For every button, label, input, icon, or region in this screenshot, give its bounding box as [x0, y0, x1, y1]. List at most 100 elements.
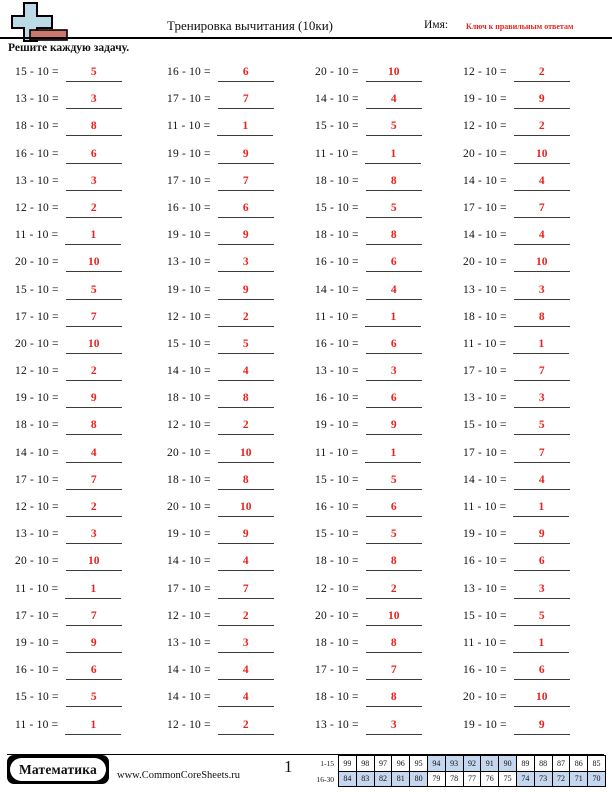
problem: 15 - 10 = 5 — [315, 470, 463, 497]
answer-blank: 8 — [65, 120, 122, 137]
score-cell: 70 — [587, 770, 606, 787]
problem: 16 - 10 = 6 — [315, 388, 463, 415]
problem: 17 - 10 = 7 — [167, 579, 315, 606]
website-url: www.CommonCoreSheets.ru — [117, 770, 240, 781]
answer-blank: 6 — [217, 202, 274, 218]
problem: 19 - 10 = 9 — [15, 633, 167, 660]
answer-blank: 8 — [365, 175, 422, 191]
brand-label: Математика — [10, 758, 106, 781]
score-cell: 74 — [515, 770, 535, 787]
problem: 16 - 10 = 6 — [15, 144, 167, 171]
answer-blank: 6 — [365, 501, 422, 517]
problem-expression: 18 - 10 = — [315, 174, 359, 187]
problem: 15 - 10 = 5 — [315, 198, 463, 225]
problem: 14 - 10 = 4 — [167, 660, 315, 687]
problem-expression: 17 - 10 = — [463, 201, 507, 214]
problem-expression: 14 - 10 = — [463, 229, 507, 242]
score-cell: 76 — [480, 770, 500, 787]
problem-expression: 13 - 10 = — [315, 365, 359, 378]
answer-blank: 2 — [65, 501, 122, 517]
problem-expression: 16 - 10 = — [315, 392, 359, 405]
problem-expression: 17 - 10 = — [167, 174, 211, 187]
score-cell: 83 — [355, 770, 375, 787]
problem: 20 - 10 = 10 — [15, 252, 167, 279]
problem: 11 - 10 = 1 — [15, 225, 167, 252]
answer-blank: 10 — [513, 148, 570, 164]
problem: 17 - 10 = 7 — [167, 171, 315, 198]
problem-expression: 14 - 10 = — [167, 664, 211, 677]
problem: 18 - 10 = 8 — [315, 225, 463, 252]
problem: 18 - 10 = 8 — [315, 551, 463, 578]
problem-expression: 17 - 10 = — [15, 609, 59, 622]
problem: 15 - 10 = 5 — [463, 606, 612, 633]
problem: 19 - 10 = 9 — [15, 388, 167, 415]
answer-blank: 6 — [365, 338, 422, 354]
answer-blank: 9 — [217, 148, 274, 164]
score-cell: 80 — [409, 770, 428, 787]
problem-expression: 12 - 10 = — [167, 718, 211, 731]
problem: 18 - 10 = 8 — [315, 687, 463, 714]
problem: 13 - 10 = 3 — [463, 280, 612, 307]
answer-blank: 1 — [365, 311, 422, 327]
answer-blank: 10 — [65, 555, 122, 572]
problem-expression: 18 - 10 = — [167, 473, 211, 486]
answer-blank: 3 — [217, 256, 274, 273]
problem-expression: 16 - 10 = — [315, 337, 359, 350]
answer-blank: 5 — [65, 66, 122, 82]
answer-blank: 1 — [65, 229, 122, 246]
problem-expression: 20 - 10 = — [315, 66, 359, 78]
problem: 17 - 10 = 7 — [315, 660, 463, 687]
score-cell: 99 — [338, 755, 357, 772]
problem-expression: 17 - 10 = — [463, 365, 507, 378]
problem: 15 - 10 = 5 — [315, 116, 463, 143]
problem: 12 - 10 = 2 — [167, 415, 315, 442]
score-cell: 93 — [444, 755, 464, 772]
answer-blank: 6 — [365, 392, 422, 409]
problem: 11 - 10 = 1 — [463, 633, 612, 660]
problem: 14 - 10 = 4 — [15, 443, 167, 470]
problem-expression: 13 - 10 = — [15, 93, 59, 106]
score-cell: 89 — [515, 755, 535, 772]
problem: 16 - 10 = 6 — [315, 252, 463, 279]
problem-expression: 15 - 10 = — [15, 691, 59, 704]
problem: 17 - 10 = 7 — [463, 443, 612, 470]
problem-expression: 19 - 10 = — [167, 528, 211, 541]
answer-blank: 4 — [513, 175, 570, 191]
problem: 19 - 10 = 9 — [167, 524, 315, 551]
answer-blank: 7 — [217, 583, 274, 599]
answer-blank: 5 — [65, 691, 122, 708]
problem: 14 - 10 = 4 — [463, 225, 612, 252]
score-cell: 92 — [462, 755, 482, 772]
problem: 18 - 10 = 8 — [315, 171, 463, 198]
problem-expression: 17 - 10 = — [463, 446, 507, 459]
problem: 20 - 10 = 10 — [167, 497, 315, 524]
problem-expression: 12 - 10 = — [167, 419, 211, 432]
answer-blank: 3 — [365, 719, 422, 735]
page-title: Тренировка вычитания (10ки) — [167, 18, 333, 33]
answer-blank: 6 — [513, 555, 570, 572]
score-cell: 97 — [373, 755, 393, 772]
problem-expression: 11 - 10 = — [463, 636, 507, 649]
answer-blank: 6 — [513, 664, 570, 681]
problem-expression: 19 - 10 = — [463, 528, 507, 541]
problem-expression: 11 - 10 = — [15, 718, 59, 731]
score-range-label-top: 1-15 — [320, 759, 334, 768]
problems-grid: 15 - 10 = 5 16 - 10 = 6 20 - 10 = 10 12 - 10 =… — [0, 62, 612, 744]
problem: 15 - 10 = 5 — [15, 280, 167, 307]
problem-expression: 12 - 10 = — [463, 66, 507, 78]
answer-blank: 1 — [513, 501, 570, 517]
problem-expression: 20 - 10 = — [167, 501, 211, 513]
score-cell: 78 — [444, 770, 464, 787]
problem-expression: 12 - 10 = — [167, 609, 211, 622]
problem: 20 - 10 = 10 — [463, 144, 612, 171]
problem: 17 - 10 = 7 — [167, 89, 315, 116]
answer-blank: 8 — [217, 392, 274, 409]
score-cell: 71 — [569, 770, 589, 787]
page-number: 1 — [284, 757, 293, 776]
answer-blank: 2 — [365, 583, 422, 599]
score-range-labels: 1-15 16-30 — [296, 756, 335, 787]
answer-blank: 4 — [365, 93, 422, 110]
problem: 13 - 10 = 3 — [167, 633, 315, 660]
problem: 20 - 10 = 10 — [315, 606, 463, 633]
answer-blank: 7 — [217, 93, 274, 110]
